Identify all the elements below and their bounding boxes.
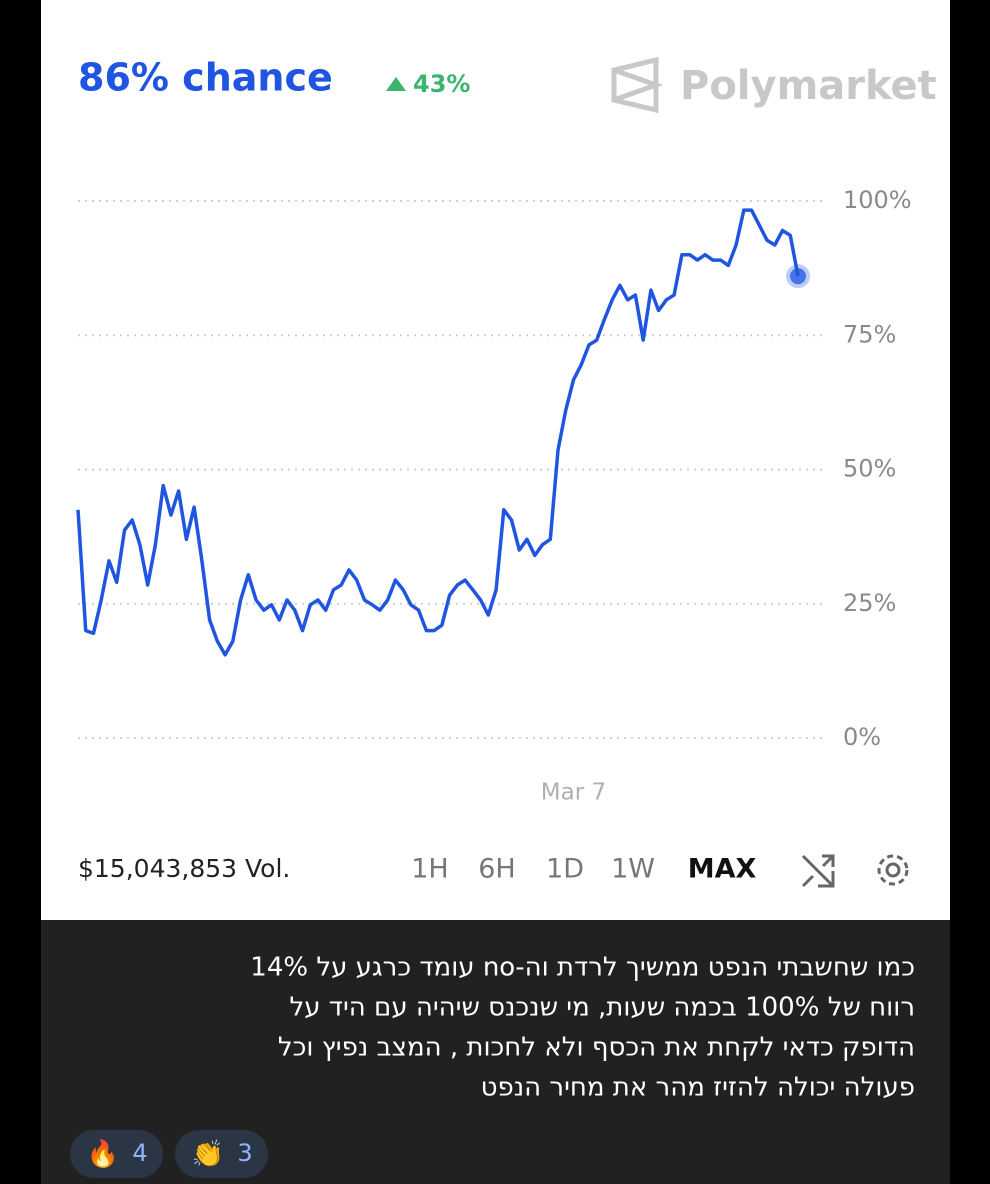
range-button[interactable]: 1W [611,854,655,885]
y-tick-label: 25% [843,589,896,617]
y-tick-label: 50% [843,455,896,483]
shuffle-icon[interactable] [801,854,835,888]
y-tick-label: 75% [843,320,896,348]
reaction-pill[interactable] [70,1130,163,1178]
range-button[interactable]: 6H [478,854,515,885]
message-line: כמו שחשבתי הנפט ממשיך לרדת וה-no עומד כר… [250,953,915,983]
brand: Polymarket [680,63,937,109]
change: 43% [413,70,470,98]
brand-icon [611,56,664,114]
y-tick-label: 0% [843,723,881,751]
range-button[interactable]: MAX [688,854,757,885]
message-line: הדופק כדאי לקחת את הכסף ולא לחכות , המצב… [278,1033,915,1063]
settings-icon[interactable] [877,854,909,886]
range-button[interactable]: 1D [546,854,584,885]
reaction-emoji: 🔥 [87,1139,119,1170]
volume: $15,043,853 Vol. [78,854,290,883]
chart-card [41,0,950,920]
range-button[interactable]: 1H [411,854,448,885]
message-line: פעולה יכולה להזיז מהר את מחיר הנפט [481,1073,915,1103]
price-line [76,208,800,657]
reaction-emoji: 👏 [192,1139,224,1170]
y-tick-label: 100% [843,186,912,214]
x-tick-label: Mar 7 [541,780,606,806]
reaction-count: 3 [237,1139,252,1167]
reaction-count: 4 [132,1139,147,1167]
chart-title: 86% chance [78,56,333,100]
up-arrow [386,77,406,91]
message-line: רווח של 100% בכמה שעות, מי שנכנס שיהיה ע… [289,993,915,1023]
reaction-pill[interactable] [175,1130,268,1178]
last-point [790,268,806,285]
